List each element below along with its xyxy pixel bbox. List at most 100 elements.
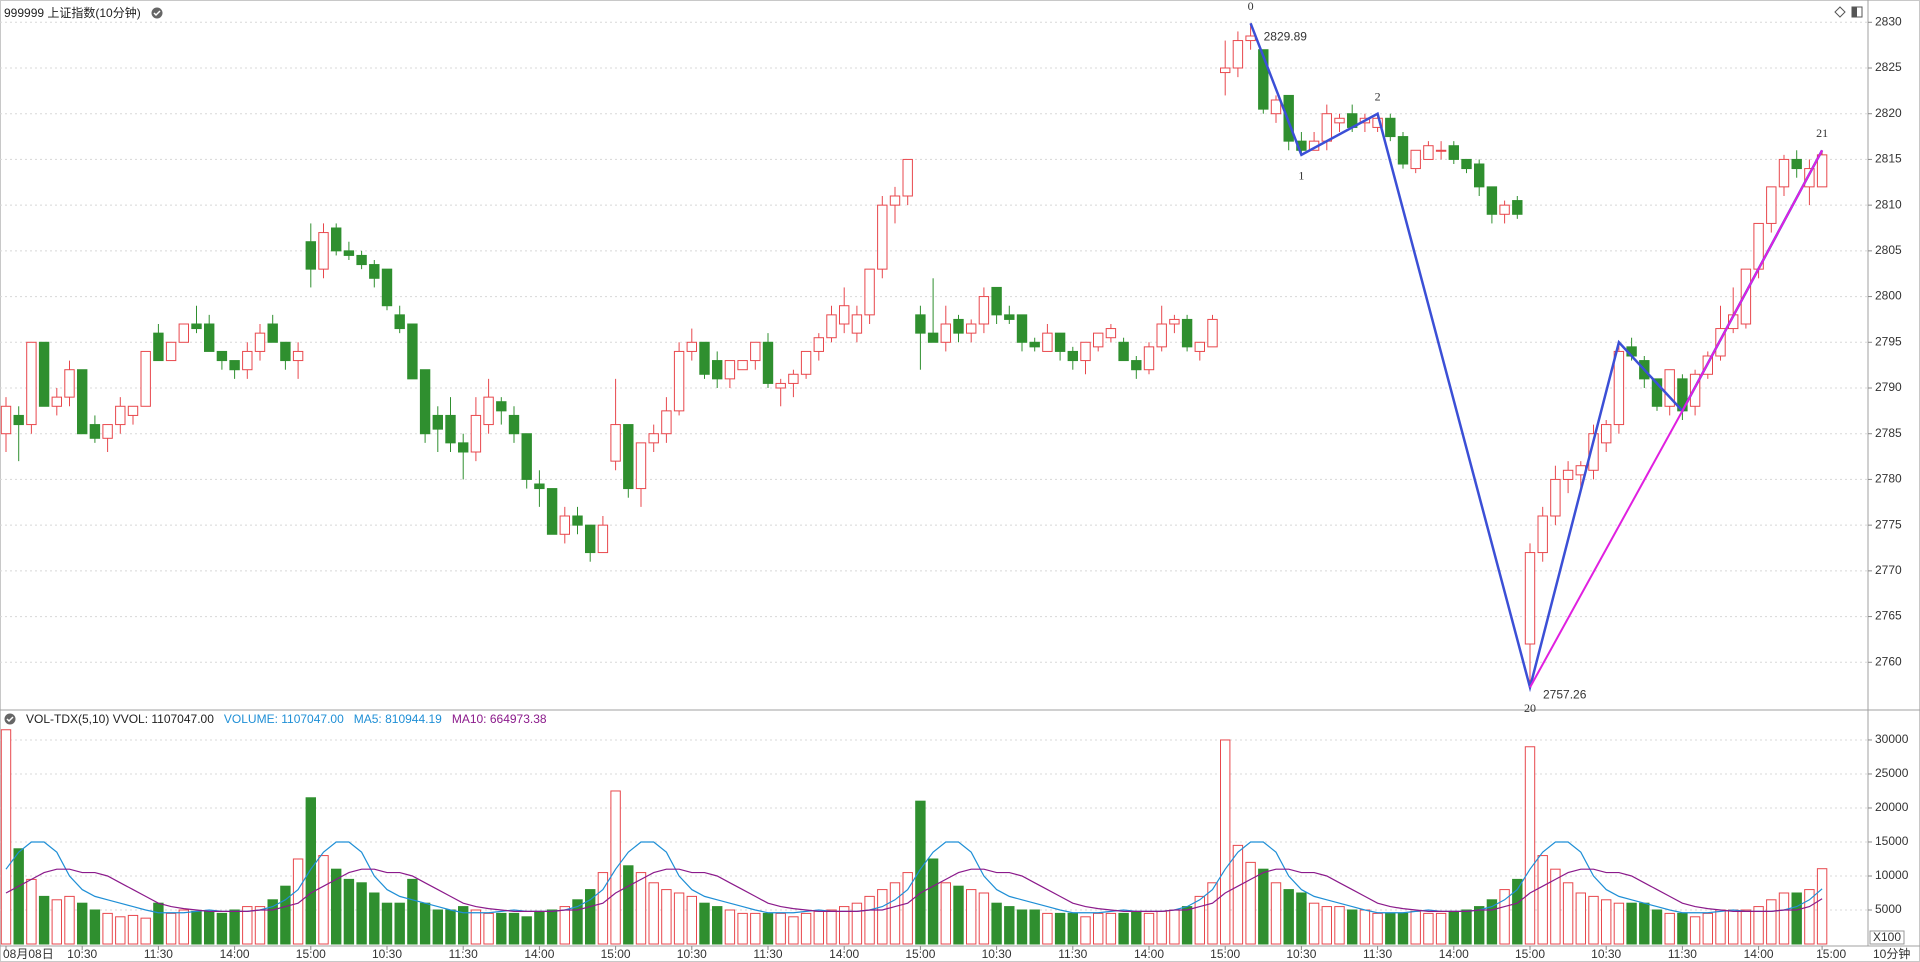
icon[interactable] <box>1834 6 1846 18</box>
candle-body <box>788 373 799 384</box>
volume-bar <box>1270 882 1282 945</box>
candle-body <box>1093 332 1104 348</box>
candle-body <box>534 483 545 490</box>
candle-body <box>432 414 444 430</box>
volume-bar <box>1397 912 1409 945</box>
volume-bar <box>762 912 774 945</box>
candle-body <box>1169 318 1180 325</box>
candle-body <box>1385 117 1396 138</box>
price-label: 2757.26 <box>1543 688 1587 702</box>
candle-body <box>826 314 837 339</box>
candle-body <box>686 341 697 352</box>
volume-bar <box>1308 902 1320 945</box>
x-tick-label: 08月08日 <box>3 947 54 961</box>
candle-body <box>77 369 88 435</box>
volume-bar <box>737 912 748 945</box>
volume-bar <box>521 916 532 945</box>
candle-body <box>1283 94 1294 142</box>
x-tick-label: 14:00 <box>1439 947 1469 961</box>
candle-body <box>889 195 901 206</box>
volume-bar <box>1486 899 1498 945</box>
volume-bar <box>1372 912 1383 945</box>
x-tick-label: 14:00 <box>524 947 554 961</box>
volume-bar <box>597 872 609 945</box>
volume-bar <box>889 882 901 945</box>
y-tick-label: 30000 <box>1875 732 1909 746</box>
candle-body <box>483 396 494 426</box>
candle-body <box>1181 318 1193 348</box>
y-tick-label: 2820 <box>1875 106 1902 120</box>
volume-bar <box>1575 892 1586 945</box>
volume-bar <box>1296 892 1307 945</box>
candle-body <box>51 396 62 407</box>
volume-bar <box>788 916 799 945</box>
candle-body <box>267 323 278 343</box>
x-tick-label: 14:00 <box>829 947 859 961</box>
volume-bar <box>26 878 37 945</box>
candle-body <box>1804 168 1815 188</box>
candle-body <box>1550 478 1561 517</box>
volume-bar <box>1016 909 1028 945</box>
candle-body <box>1245 35 1256 42</box>
candle-body <box>1105 328 1117 339</box>
volume-bar <box>661 889 672 945</box>
x-tick-label: 15:00 <box>1210 947 1240 961</box>
volume-bar <box>191 910 202 945</box>
candle-body <box>229 360 240 371</box>
x-tick-label: 10:30 <box>982 947 1012 961</box>
candle-body <box>1461 158 1472 170</box>
candle-body <box>1601 424 1612 444</box>
volume-bar <box>902 872 913 945</box>
x-tick-label: 14:00 <box>1134 947 1164 961</box>
volume-bar <box>432 909 444 945</box>
status-icon[interactable] <box>151 7 163 19</box>
volume-bar <box>445 909 456 945</box>
candle-body <box>610 424 621 462</box>
chart-title: 999999 上证指数(10分钟) <box>4 6 141 20</box>
volume-bar <box>991 902 1002 945</box>
candle-body <box>1207 318 1218 348</box>
volume-bar <box>1639 902 1650 945</box>
candle-body <box>13 414 24 426</box>
candle-body <box>165 341 177 362</box>
x-tick-label: 10:30 <box>1286 947 1316 961</box>
volume-bar <box>978 892 990 945</box>
volume-bar <box>1448 910 1459 945</box>
volume-bar <box>407 878 418 945</box>
candle-body <box>635 442 647 490</box>
volume-bar <box>394 902 405 945</box>
candle-body <box>762 341 774 384</box>
candle-body <box>1435 149 1447 152</box>
volume-bar <box>292 858 304 945</box>
volume-bar <box>673 892 685 945</box>
y-tick-label: 2770 <box>1875 563 1902 577</box>
x-tick-label: 11:30 <box>449 947 478 961</box>
candle-body <box>1766 186 1777 224</box>
volume-bar <box>1131 910 1142 945</box>
volume-bar <box>1588 895 1599 945</box>
x-tick-label: 11:30 <box>1363 947 1392 961</box>
x-tick-label: 15:00 <box>601 947 631 961</box>
candle-body <box>648 433 659 444</box>
volume-bar <box>318 855 329 945</box>
volume-bar <box>1461 909 1472 945</box>
volume-bar <box>1385 912 1396 945</box>
candle-body <box>750 341 761 362</box>
candle-body <box>1194 341 1205 352</box>
candle-body <box>1423 145 1434 160</box>
volume-bar <box>839 906 850 945</box>
volume-bar <box>1766 899 1777 945</box>
volume-bar <box>813 910 824 945</box>
x-tick-label: 11:30 <box>1058 947 1087 961</box>
status-icon[interactable] <box>4 713 16 725</box>
volume-bar <box>419 902 431 945</box>
y-tick-label: 2790 <box>1875 380 1902 394</box>
candle-body <box>1562 469 1574 480</box>
volume-bar <box>953 885 964 945</box>
volume-bar <box>966 889 977 945</box>
volume-bar <box>280 885 291 945</box>
volume-bar <box>508 912 520 945</box>
candle-body <box>89 424 101 439</box>
candle-body <box>1029 341 1040 348</box>
